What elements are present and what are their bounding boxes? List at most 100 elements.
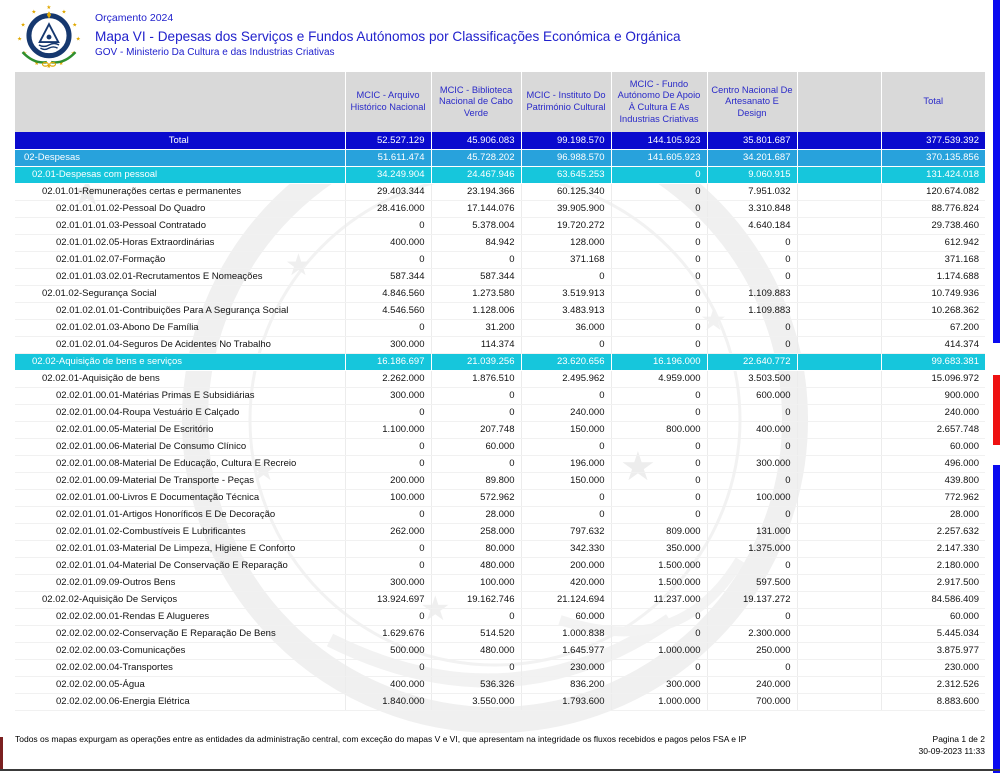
value-cell: 21.039.256 [431, 353, 522, 371]
value-cell: 23.620.656 [521, 353, 612, 371]
value-cell: 0 [345, 659, 432, 677]
report-datetime: 30-09-2023 11:33 [918, 746, 985, 757]
value-cell: 15.096.972 [881, 370, 985, 388]
value-cell: 22.640.772 [707, 353, 798, 371]
value-cell: 0 [707, 659, 798, 677]
column-header: MCIC - Biblioteca Nacional de Cabo Verde [431, 72, 522, 132]
value-cell: 16.196.000 [611, 353, 708, 371]
row-label: 02.01.01-Remunerações certas e permanent… [15, 183, 346, 201]
header-row: MCIC - Arquivo Histórico Nacional MCIC - … [15, 72, 985, 132]
value-cell: 0 [707, 438, 798, 456]
value-cell: 2.300.000 [707, 625, 798, 643]
svg-text:★: ★ [46, 4, 51, 11]
value-cell: 300.000 [611, 676, 708, 694]
table-row: 02.02.01.00.06-Material De Consumo Clíni… [15, 438, 985, 456]
value-cell: 400.000 [345, 676, 432, 694]
column-header: MCIC - Arquivo Histórico Nacional [345, 72, 432, 132]
value-cell: 600.000 [707, 387, 798, 405]
value-cell: 11.237.000 [611, 591, 708, 609]
row-label: 02.02.02.00.03-Comunicações [15, 642, 346, 660]
value-cell: 370.135.856 [881, 149, 985, 167]
value-cell: 0 [345, 506, 432, 524]
value-cell [797, 506, 882, 524]
value-cell: 0 [431, 659, 522, 677]
row-label: 02.01.02-Segurança Social [15, 285, 346, 303]
footer-note: Todos os mapas expurgam as operações ent… [15, 734, 747, 744]
value-cell: 9.060.915 [707, 166, 798, 184]
value-cell [797, 166, 882, 184]
value-cell: 200.000 [521, 557, 612, 575]
row-label: 02.02.01.00.01-Matérias Primas E Subsidi… [15, 387, 346, 405]
value-cell: 2.917.500 [881, 574, 985, 592]
value-cell: 1.629.676 [345, 625, 432, 643]
row-label: 02.01.01.02.07-Formação [15, 251, 346, 269]
row-label: 02.02.02.00.04-Transportes [15, 659, 346, 677]
value-cell: 371.168 [881, 251, 985, 269]
svg-text:★: ★ [59, 60, 64, 67]
value-cell [797, 540, 882, 558]
value-cell [797, 625, 882, 643]
value-cell [797, 336, 882, 354]
value-cell: 240.000 [707, 676, 798, 694]
value-cell: 0 [611, 472, 708, 490]
value-cell: 1.128.006 [431, 302, 522, 320]
value-cell: 0 [611, 217, 708, 235]
value-cell: 99.683.381 [881, 353, 985, 371]
value-cell: 587.344 [345, 268, 432, 286]
value-cell: 230.000 [881, 659, 985, 677]
value-cell: 0 [611, 336, 708, 354]
value-cell: 0 [345, 608, 432, 626]
value-cell: 1.000.838 [521, 625, 612, 643]
value-cell: 2.262.000 [345, 370, 432, 388]
value-cell: 2.312.526 [881, 676, 985, 694]
table-row: 02.02.01.01.02-Combustíveis E Lubrifican… [15, 523, 985, 541]
table-row: 02.02.01-Aquisição de bens 2.262.000 1.876… [15, 370, 985, 388]
value-cell: 131.000 [707, 523, 798, 541]
table-row: 02.02.01.00.08-Material De Educação, Cul… [15, 455, 985, 473]
svg-text:★: ★ [31, 8, 36, 15]
row-label: Total [15, 132, 346, 150]
value-cell: 19.720.272 [521, 217, 612, 235]
value-cell: 1.500.000 [611, 574, 708, 592]
value-cell: 45.728.202 [431, 149, 522, 167]
value-cell: 7.951.032 [707, 183, 798, 201]
row-label: 02.02.01-Aquisição de bens [15, 370, 346, 388]
value-cell: 0 [611, 234, 708, 252]
table-row: 02.01.02.01.01-Contribuições Para A Segu… [15, 302, 985, 320]
column-header [15, 72, 346, 132]
value-cell: 0 [611, 438, 708, 456]
value-cell [797, 659, 882, 677]
value-cell: 587.344 [431, 268, 522, 286]
value-cell: 2.147.330 [881, 540, 985, 558]
value-cell: 60.125.340 [521, 183, 612, 201]
value-cell [797, 693, 882, 711]
table-row: 02.01.01.02.07-Formação 0 0 371.168 0 0 371.16… [15, 251, 985, 269]
column-header: Total [881, 72, 985, 132]
value-cell: 0 [707, 336, 798, 354]
value-cell: 2.495.962 [521, 370, 612, 388]
row-label: 02.02.02.00.02-Conservação E Reparação D… [15, 625, 346, 643]
value-cell: 0 [611, 268, 708, 286]
value-cell: 128.000 [521, 234, 612, 252]
value-cell: 114.374 [431, 336, 522, 354]
value-cell: 0 [345, 557, 432, 575]
value-cell: 0 [707, 404, 798, 422]
row-label: 02.02-Aquisição de bens e serviços [15, 353, 346, 371]
value-cell: 0 [611, 625, 708, 643]
value-cell: 0 [521, 268, 612, 286]
value-cell: 1.840.000 [345, 693, 432, 711]
value-cell: 0 [707, 251, 798, 269]
value-cell: 809.000 [611, 523, 708, 541]
value-cell [797, 676, 882, 694]
value-cell [797, 132, 882, 150]
value-cell: 4.640.184 [707, 217, 798, 235]
value-cell [797, 370, 882, 388]
value-cell [797, 421, 882, 439]
value-cell: 34.249.904 [345, 166, 432, 184]
value-cell: 45.906.083 [431, 132, 522, 150]
value-cell: 0 [707, 506, 798, 524]
value-cell: 3.875.977 [881, 642, 985, 660]
value-cell: 1.645.977 [521, 642, 612, 660]
row-label: 02.01.02.01.01-Contribuições Para A Segu… [15, 302, 346, 320]
value-cell: 1.100.000 [345, 421, 432, 439]
